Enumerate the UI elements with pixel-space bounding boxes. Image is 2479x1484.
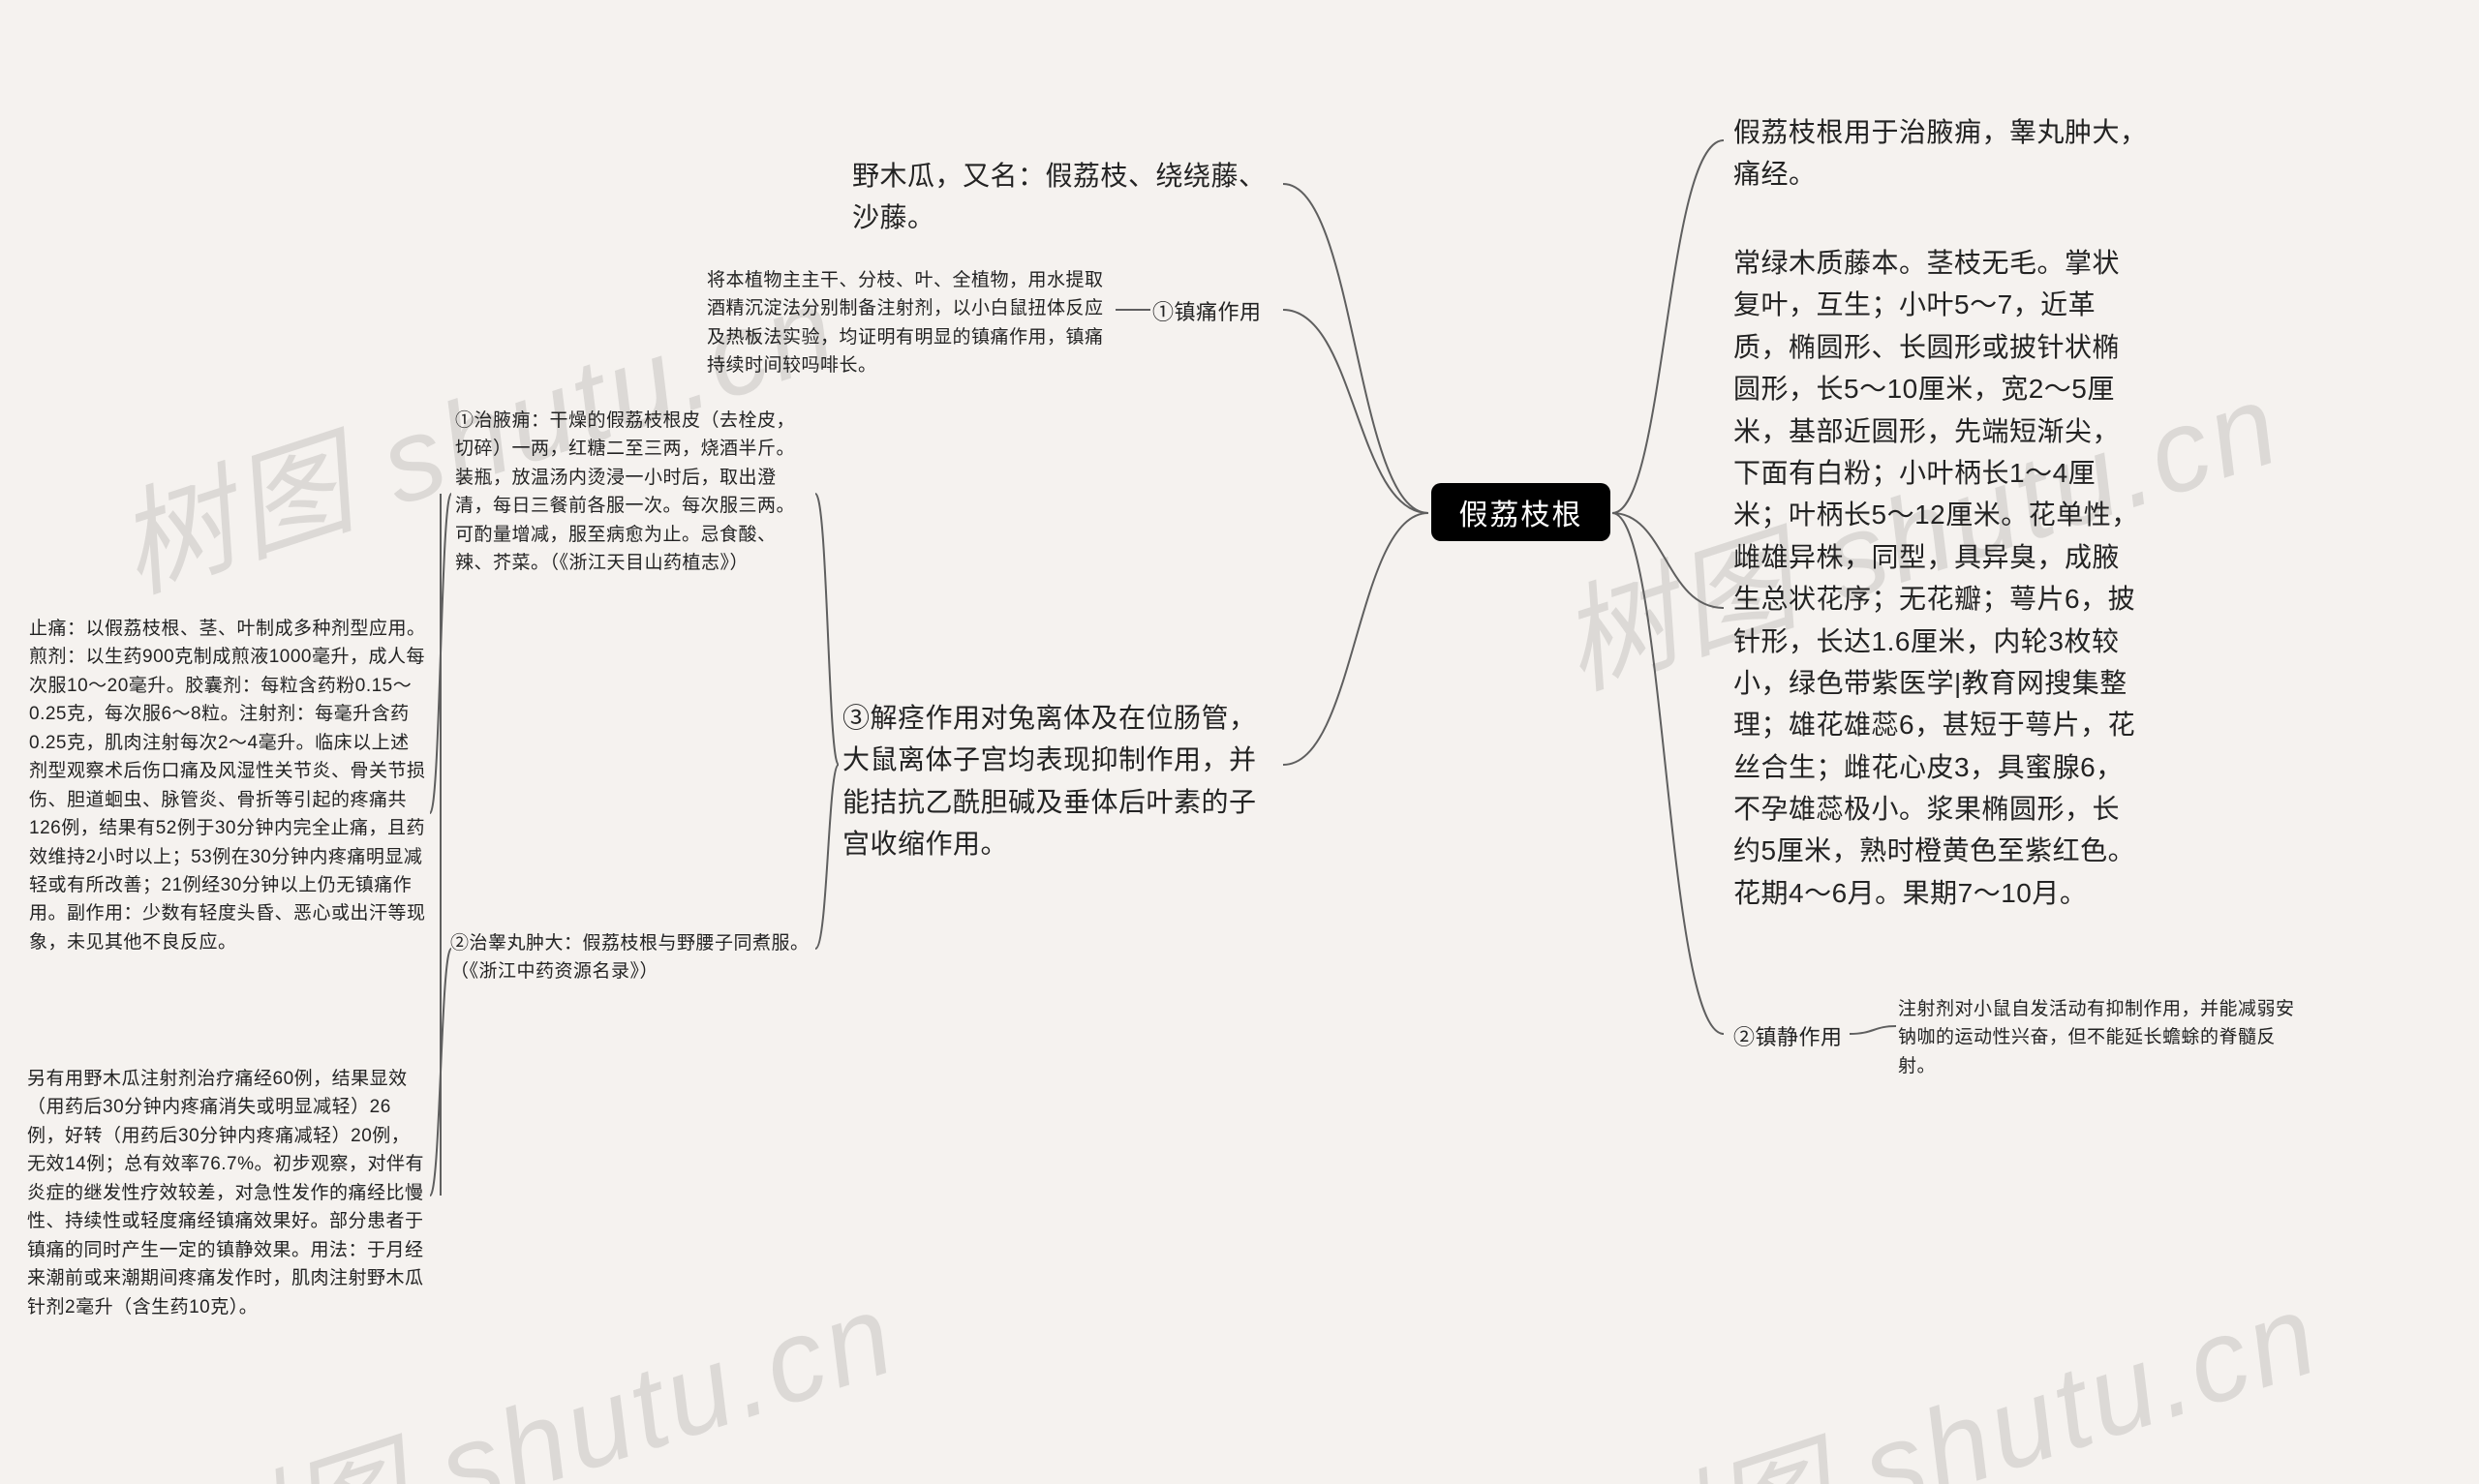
watermark: 树图 shutu.cn bbox=[1575, 1239, 2337, 1484]
left-node-l2-detail: 将本植物主主干、分枝、叶、全植物，用水提取酒精沉淀法分别制备注射剂，以小白鼠扭体… bbox=[707, 266, 1114, 380]
left-node-l3a2: 另有用野木瓜注射剂治疗痛经60例，结果显效（用药后30分钟内疼痛消失或明显减轻）… bbox=[27, 1065, 424, 1321]
left-node-l3: ③解痉作用对兔离体及在位肠管，大鼠离体子宫均表现抑制作用，并能拮抗乙酰胆碱及垂体… bbox=[842, 697, 1278, 865]
right-node-r2: 常绿木质藤本。茎枝无毛。掌状复叶，互生；小叶5～7，近革质，椭圆形、长圆形或披针… bbox=[1733, 242, 2140, 914]
left-node-l2-label: ①镇痛作用 bbox=[1152, 296, 1262, 329]
left-node-l1: 野木瓜，又名：假荔枝、绕绕藤、沙藤。 bbox=[852, 155, 1278, 239]
mindmap-root: 假荔枝根 bbox=[1431, 483, 1610, 541]
left-node-l3b: ②治睾丸肿大：假荔枝根与野腰子同煮服。（《浙江中药资源名录》） bbox=[450, 929, 818, 986]
root-label: 假荔枝根 bbox=[1459, 491, 1583, 533]
right-node-r3-detail: 注射剂对小鼠自发活动有抑制作用，并能减弱安钠咖的运动性兴奋，但不能延长蟾蜍的脊髓… bbox=[1898, 995, 2305, 1080]
right-node-r1: 假荔枝根用于治腋痈，睾丸肿大，痛经。 bbox=[1733, 111, 2150, 196]
right-node-r3-label: ②镇静作用 bbox=[1733, 1021, 1843, 1054]
left-node-l3a1: 止痛：以假荔枝根、茎、叶制成多种剂型应用。煎剂：以生药900克制成煎液1000毫… bbox=[29, 615, 426, 956]
left-node-l3a: ①治腋痈：干燥的假荔枝根皮（去栓皮，切碎）一两，红糖二至三两，烧酒半斤。装瓶，放… bbox=[455, 407, 813, 578]
